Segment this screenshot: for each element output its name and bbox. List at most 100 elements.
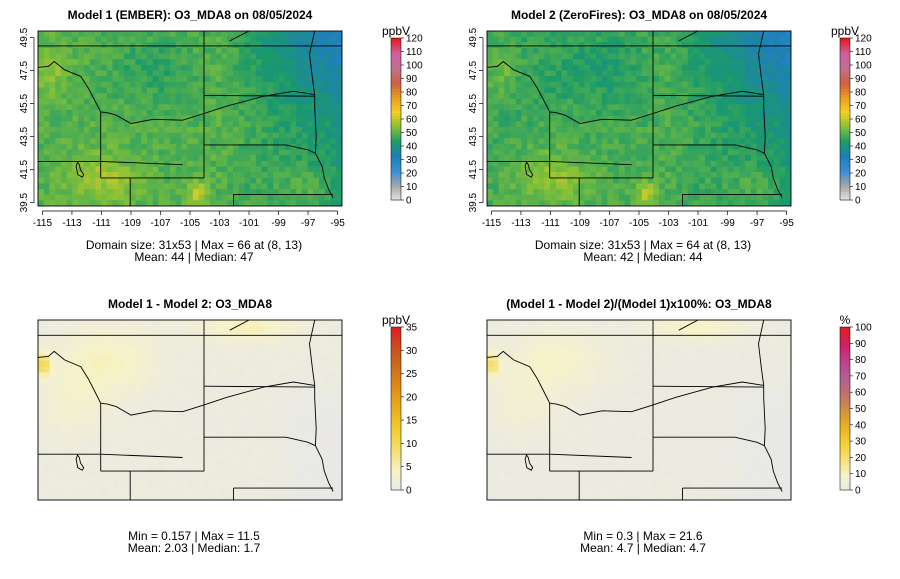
- panel-model2-grid-cell: [779, 126, 786, 134]
- panel-model2-grid-cell: [756, 126, 763, 134]
- panel-model2-grid-cell: [745, 31, 752, 38]
- panel-model2-grid-cell: [492, 200, 500, 206]
- panel-model2-grid-cell: [527, 70, 534, 77]
- panel-model2-grid-cell: [498, 76, 505, 83]
- panel-diff-grid-cell: [60, 343, 68, 350]
- panel-model1-grid-cell: [301, 110, 309, 117]
- panel-model1-grid-cell: [152, 121, 160, 128]
- panel-diff-grid-cell: [267, 447, 274, 455]
- panel-diff-grid-cell: [146, 424, 154, 431]
- panel-model1-grid-cell: [43, 132, 51, 139]
- panel-model1-x-tick-label: -103: [210, 218, 230, 229]
- panel-model2-grid-cell: [756, 31, 763, 38]
- panel-model2-boundary-line: [549, 160, 632, 166]
- panel-model1-grid-cell: [221, 172, 228, 179]
- panel-diff-grid-cell: [192, 383, 200, 391]
- panel-model1-grid-cell: [324, 36, 332, 43]
- panel-diff-grid-cell: [198, 366, 205, 373]
- panel-model1-grid-cell: [215, 98, 223, 105]
- panel-model2-grid-cell: [561, 172, 568, 179]
- panel-model1-grid-cell: [72, 183, 79, 190]
- panel-model2-grid-cell: [555, 36, 563, 43]
- panel-model2-grid-cell: [693, 64, 700, 72]
- panel-model2-grid-cell: [739, 87, 746, 94]
- panel-model1-colorbar-label: 10: [406, 182, 418, 193]
- panel-model1-colorbar-segment: [391, 108, 401, 112]
- panel-model1-grid-cell: [221, 53, 228, 60]
- panel-model2-grid-cell: [676, 189, 683, 196]
- panel-model2-grid-cell: [647, 93, 654, 100]
- panel-model1-grid-cell: [296, 121, 303, 128]
- panel-diff-grid-cell: [307, 436, 314, 443]
- panel-model1-grid-cell: [78, 194, 85, 201]
- panel-diff-grid-cell: [72, 354, 79, 362]
- panel-model1-grid-cell: [284, 166, 291, 173]
- panel-diff-grid-cell: [301, 354, 309, 362]
- panel-diff-grid-cell: [210, 378, 217, 385]
- panel-model1-grid-cell: [49, 36, 56, 43]
- panel-model1-grid-cell: [38, 189, 45, 196]
- panel-diff-grid-cell: [164, 383, 171, 391]
- panel-model2-grid-cell: [504, 172, 511, 179]
- panel-model1-grid-cell: [261, 189, 269, 196]
- panel-model1-grid-cell: [89, 70, 96, 77]
- panel-model1-grid-cell: [284, 194, 291, 201]
- panel-diff-grid-cell: [244, 441, 251, 449]
- panel-model2-grid-cell: [750, 143, 758, 151]
- panel-model2-grid-cell: [584, 200, 591, 206]
- panel-model1-grid-cell: [164, 42, 171, 49]
- panel-diff-grid-cell: [255, 430, 263, 437]
- panel-model2-grid-cell: [716, 47, 723, 55]
- panel-model1-grid-cell: [106, 36, 114, 43]
- panel-model2-grid-cell: [487, 31, 494, 38]
- panel-model2-grid-cell: [630, 155, 637, 162]
- panel-model1-grid-cell: [261, 110, 269, 117]
- panel-diff-grid-cell: [319, 447, 326, 455]
- panel-model2-grid-cell: [699, 98, 706, 105]
- panel-diff-grid-cell: [210, 430, 217, 437]
- panel-model2-grid-cell: [636, 93, 643, 100]
- panel-model1-grid-cell: [244, 81, 251, 89]
- panel-diff-grid-cell: [324, 331, 332, 339]
- panel-model2-grid-cell: [538, 149, 545, 156]
- panel-model1-grid-cell: [175, 93, 182, 100]
- panel-model2-grid-cell: [727, 200, 735, 206]
- panel-model2-grid-cell: [693, 31, 700, 38]
- panel-diff-grid-cell: [198, 465, 205, 472]
- panel-diff-grid-cell: [255, 331, 263, 339]
- panel-model2-grid-cell: [739, 160, 746, 168]
- panel-model2-grid-cell: [498, 110, 505, 117]
- panel-diff-grid-cell: [324, 343, 332, 350]
- panel-model2-grid-cell: [682, 42, 689, 49]
- panel-model1-grid-cell: [307, 143, 314, 151]
- panel-model2-grid-cell: [509, 42, 517, 49]
- panel-model2-grid-cell: [618, 200, 626, 206]
- panel-model2-grid-cell: [722, 200, 729, 206]
- panel-model2-grid-cell: [527, 172, 534, 179]
- panel-model2-grid-cell: [647, 166, 654, 173]
- panel-diff-grid-cell: [210, 465, 217, 472]
- panel-model1-grid-cell: [244, 132, 251, 139]
- panel-model2-grid-cell: [722, 53, 729, 60]
- panel-model1-grid-cell: [215, 81, 223, 89]
- panel-model1-grid-cell: [135, 104, 142, 111]
- panel-model2-grid-cell: [653, 93, 660, 100]
- panel-model1-grid-cell: [221, 138, 228, 145]
- panel-model2-grid-cell: [664, 59, 672, 66]
- panel-model2-grid-cell: [693, 93, 700, 100]
- panel-model2-grid-cell: [722, 183, 729, 190]
- panel-diff-grid-cell: [330, 418, 337, 426]
- panel-model2-grid-cell: [538, 172, 545, 179]
- panel-model1-grid-cell: [227, 76, 234, 83]
- panel-model2-grid-cell: [590, 200, 597, 206]
- panel-diff-grid-cell: [284, 453, 291, 460]
- panel-model2-grid-cell: [532, 59, 540, 66]
- panel-model2-grid-cell: [532, 143, 540, 151]
- panel-diff-grid-cell: [313, 320, 320, 327]
- panel-model2-grid-cell: [664, 53, 672, 60]
- panel-diff-grid-cell: [89, 453, 96, 460]
- panel-model1-colorbar-label: 120: [406, 34, 423, 45]
- panel-model2-grid-cell: [515, 104, 523, 111]
- panel-model1-grid-cell: [336, 87, 342, 94]
- panel-model2-grid-cell: [727, 59, 735, 66]
